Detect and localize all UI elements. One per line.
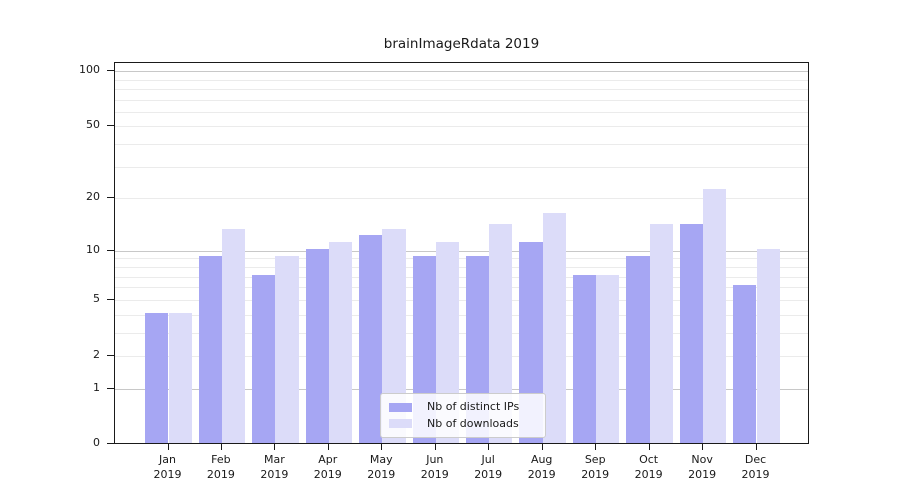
x-tick-oct [648,444,650,450]
bar-feb-distinct-ips [198,256,222,443]
gridline-y-50 [115,126,808,128]
gridline-y-5 [115,299,808,301]
gridline-y-40 [115,144,808,146]
x-label-oct: Oct 2019 [634,453,663,481]
x-label-jul: Jul 2019 [474,453,503,481]
bar-nov-downloads [703,188,727,443]
legend-label-downloads: Nb of downloads [427,416,519,430]
x-tick-nov [702,444,704,450]
gridline-y-3 [115,332,808,334]
x-label-apr: Apr 2019 [313,453,342,481]
bar-mar-downloads [275,256,299,443]
y-tick-label-2: 2 [93,348,100,361]
x-tick-apr [327,444,329,450]
x-axis-labels: Jan 2019 Feb 2019 Mar 2019 Apr 2019 May 2019… [114,452,809,492]
x-tick-may [381,444,383,450]
y-tick-10 [107,249,114,251]
bar-may-downloads [382,229,406,443]
y-tick-2 [107,355,114,356]
gridline-y-2 [115,356,808,357]
legend-label-distinct-ips: Nb of distinct IPs [427,400,520,414]
x-tick-aug [541,444,543,450]
gridline-y-6 [115,287,808,289]
bar-jan-distinct-ips [145,312,169,443]
x-tick-jun [434,444,436,450]
gridline-y-100 [115,71,808,72]
x-label-jun: Jun 2019 [420,453,449,481]
x-label-aug: Aug 2019 [527,453,556,481]
y-tick-label-1: 1 [93,380,100,394]
bar-mar-distinct-ips [252,274,276,443]
x-tick-dec [755,444,757,450]
x-label-sep: Sep 2019 [581,453,610,481]
gridline-y-9 [115,258,808,260]
gridline-y-60 [115,111,808,113]
bar-sep-downloads [596,274,620,443]
y-tick-50 [107,125,114,127]
y-tick-20 [107,197,114,199]
bar-dec-distinct-ips [733,285,757,443]
plot-area [114,62,809,444]
x-axis-ticks [114,444,809,452]
gridline-y-10 [115,250,808,252]
bar-may-distinct-ips [359,235,383,443]
bar-oct-downloads [649,223,673,443]
bar-oct-distinct-ips [626,256,650,443]
bar-aug-downloads [542,213,566,443]
bar-jul-downloads [489,223,513,443]
gridline-y-1 [115,388,808,390]
y-tick-100 [107,70,114,71]
x-tick-sep [595,444,597,450]
gridline-y-30 [115,166,808,168]
x-label-mar: Mar 2019 [260,453,289,481]
bar-aug-distinct-ips [519,241,543,443]
y-tick-0 [107,443,114,444]
bar-jun-downloads [435,241,460,443]
legend-row-downloads: Nb of downloads [389,416,537,432]
y-tick-label-100: 100 [79,63,100,76]
y-axis: 0 1 2 5 10 20 50 100 [0,62,114,449]
chart-title: brainImageRdata 2019 [383,36,540,52]
y-tick-label-50: 50 [86,118,100,132]
x-tick-jul [488,444,490,450]
y-tick-label-10: 10 [86,242,100,256]
legend-row-distinct-ips: Nb of distinct IPs [389,399,537,415]
legend-swatch-distinct-ips [389,402,412,412]
bar-jan-downloads [168,312,192,443]
x-label-may: May 2019 [367,453,396,481]
gridline-y-20 [115,198,808,200]
x-tick-mar [274,444,276,450]
bar-feb-downloads [221,229,246,443]
gridline-y-8 [115,266,808,268]
bar-sep-distinct-ips [572,274,597,443]
y-tick-1 [107,387,114,389]
bar-nov-distinct-ips [679,223,704,443]
x-label-dec: Dec 2019 [741,453,770,481]
gridline-y-4 [115,314,808,316]
gridline-y-80 [115,88,808,90]
bar-apr-downloads [328,241,353,443]
x-tick-jan [167,444,169,450]
gridline-y-90 [115,79,808,81]
bar-dec-downloads [756,248,780,443]
x-tick-feb [220,444,222,450]
y-tick-label-5: 5 [93,291,100,305]
legend: Nb of distinct IPs Nb of downloads [380,393,546,438]
x-label-nov: Nov 2019 [688,453,717,481]
bar-apr-distinct-ips [305,248,329,443]
legend-swatch-downloads [389,419,412,429]
gridline-y-70 [115,99,808,101]
x-label-feb: Feb 2019 [206,453,235,481]
y-tick-5 [107,298,114,300]
x-label-jan: Jan 2019 [153,453,182,481]
y-tick-label-20: 20 [86,190,100,204]
gridline-y-7 [115,276,808,278]
y-tick-label-0: 0 [93,436,100,449]
